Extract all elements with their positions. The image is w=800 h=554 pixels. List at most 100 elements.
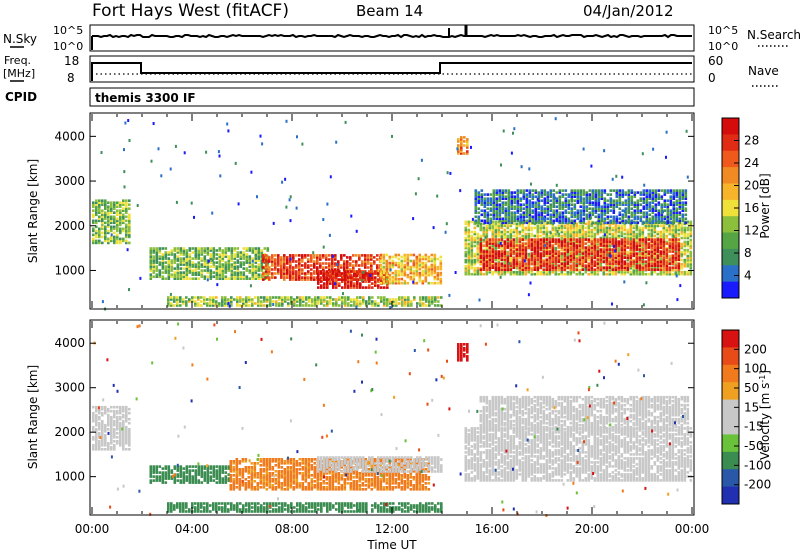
heatmap-cell: [684, 213, 688, 217]
heatmap-cell: [657, 201, 661, 204]
heatmap-cell: [549, 219, 553, 223]
heatmap-cell: [581, 242, 585, 245]
heatmap-cell: [623, 226, 627, 230]
heatmap-cell: [633, 205, 637, 208]
heatmap-cell: [242, 253, 246, 256]
heatmap-cell: [317, 272, 320, 275]
heatmap-cell: [406, 267, 410, 271]
heatmap-cell: [149, 249, 153, 252]
heatmap-cell: [380, 286, 383, 289]
heatmap-cell: [629, 252, 633, 255]
heatmap-cell: [352, 266, 355, 269]
heatmap-cell: [236, 251, 240, 254]
heatmap-cell: [566, 250, 570, 253]
heatmap-cell: [489, 197, 493, 200]
cpid-label: CPID: [5, 90, 37, 104]
heatmap-cell: [377, 272, 380, 275]
heatmap-cell: [584, 266, 588, 269]
heatmap-cell: [615, 205, 619, 208]
heatmap-cell: [635, 224, 639, 228]
heatmap-cell: [548, 266, 552, 269]
heatmap-cell: [149, 253, 153, 256]
heatmap-cell: [271, 262, 274, 265]
heatmap-cell: [374, 282, 377, 285]
heatmap-cell: [368, 278, 371, 281]
heatmap-cell: [632, 242, 636, 245]
heatmap-cell: [686, 256, 690, 260]
heatmap-cell: [539, 248, 543, 251]
heatmap-cell: [609, 189, 613, 192]
heatmap-cell: [531, 209, 535, 212]
heatmap-cell: [391, 281, 395, 285]
heatmap-cell: [632, 232, 636, 236]
heatmap-cell: [266, 273, 270, 276]
heatmap-cell: [575, 272, 579, 276]
heatmap-cell: [485, 272, 489, 276]
heatmap-cell: [242, 261, 246, 264]
heatmap-cell: [591, 193, 595, 196]
heatmap-cell: [260, 251, 264, 254]
heatmap-cell: [218, 275, 222, 278]
heatmap-cell: [182, 247, 186, 250]
heatmap-cell: [552, 193, 556, 196]
heatmap-cell: [645, 203, 649, 206]
heatmap-cell: [474, 195, 478, 198]
heatmap-cell: [608, 232, 612, 236]
heatmap-cell: [651, 207, 655, 210]
heatmap-cell: [612, 219, 616, 223]
heatmap-cell: [310, 278, 313, 281]
heatmap-cell: [603, 217, 607, 221]
heatmap-cell: [689, 270, 693, 274]
heatmap-cell: [176, 298, 179, 301]
heatmap-cell: [433, 253, 437, 257]
heatmap-cell: [593, 244, 597, 247]
heatmap-cell: [492, 193, 496, 196]
heatmap-cell: [265, 264, 268, 267]
heatmap-cell: [653, 244, 657, 247]
heatmap-cell: [298, 274, 301, 277]
heatmap-cell: [521, 270, 525, 274]
heatmap-cell: [236, 269, 240, 272]
heatmap-cell: [107, 229, 110, 233]
heatmap-cell: [615, 217, 619, 221]
heatmap-cell: [527, 266, 531, 269]
heatmap-cell: [632, 234, 636, 238]
heatmap-cell: [521, 228, 525, 232]
heatmap-cell: [328, 278, 331, 281]
heatmap-cell: [203, 275, 207, 278]
heatmap-cell: [644, 250, 648, 253]
heatmap-cell: [92, 229, 95, 233]
heatmap-cell: [599, 248, 603, 251]
heatmap-cell: [584, 238, 588, 241]
heatmap-cell: [618, 199, 622, 202]
heatmap-cell: [527, 264, 531, 267]
heatmap-cell: [128, 215, 131, 219]
heatmap-cell: [689, 272, 693, 276]
heatmap-cell: [662, 254, 666, 258]
heatmap-cell: [277, 254, 280, 257]
heatmap-cell: [406, 255, 410, 259]
heatmap-cell: [524, 238, 528, 242]
heatmap-cell: [227, 249, 231, 252]
heatmap-cell: [515, 228, 519, 232]
heatmap-cell: [486, 203, 490, 206]
heatmap-cell: [313, 276, 316, 279]
heatmap-cell: [370, 254, 373, 257]
heatmap-cell: [543, 189, 547, 192]
heatmap-cell: [551, 260, 555, 263]
heatmap-cell: [650, 246, 654, 249]
heatmap-cell: [531, 221, 535, 225]
heatmap-cell: [501, 221, 505, 225]
heatmap-cell: [563, 250, 567, 254]
heatmap-cell: [527, 228, 531, 232]
heatmap-cell: [266, 267, 270, 270]
heatmap-cell: [615, 199, 619, 202]
heatmap-cell: [164, 251, 168, 254]
heatmap-cell: [295, 272, 298, 275]
heatmap-cell: [364, 260, 367, 263]
heatmap-cell: [176, 300, 179, 303]
heatmap-cell: [510, 221, 514, 225]
heatmap-cell: [479, 256, 483, 259]
heatmap-cell: [605, 258, 609, 261]
heatmap-cell: [581, 240, 585, 243]
